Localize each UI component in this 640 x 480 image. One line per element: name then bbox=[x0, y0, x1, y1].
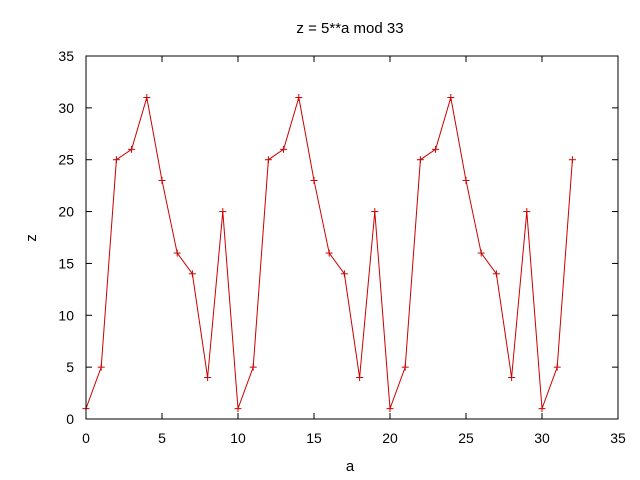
plot-frame bbox=[85, 55, 619, 420]
data-point bbox=[204, 374, 212, 382]
x-tick-label: 5 bbox=[158, 430, 166, 446]
data-point bbox=[158, 176, 166, 184]
x-tick-label: 30 bbox=[534, 430, 550, 446]
data-point bbox=[128, 145, 136, 153]
data-point bbox=[447, 93, 455, 101]
data-point bbox=[249, 363, 257, 371]
data-point bbox=[432, 145, 440, 153]
data-point bbox=[508, 374, 516, 382]
data-point bbox=[234, 405, 242, 413]
data-point bbox=[112, 156, 120, 164]
y-tick-label: 15 bbox=[58, 255, 74, 271]
tick-labels: 0 5 10 15 20 25 30 35 0 5 10 15 20 25 30 35 bbox=[58, 48, 626, 446]
data-point bbox=[340, 270, 348, 278]
x-tick-label: 20 bbox=[382, 430, 398, 446]
x-tick-label: 35 bbox=[610, 430, 626, 446]
data-point bbox=[219, 208, 227, 216]
x-tick-label: 25 bbox=[458, 430, 474, 446]
data-point bbox=[523, 208, 531, 216]
data-point bbox=[97, 363, 105, 371]
data-point bbox=[173, 249, 181, 257]
data-point bbox=[310, 176, 318, 184]
y-tick-label: 30 bbox=[58, 100, 74, 116]
data-point bbox=[538, 405, 546, 413]
data-point bbox=[325, 249, 333, 257]
x-axis-title: a bbox=[346, 458, 355, 475]
y-tick-label: 20 bbox=[58, 204, 74, 220]
chart-title: z = 5**a mod 33 bbox=[296, 20, 403, 37]
y-axis-title: z bbox=[23, 234, 40, 242]
data-point bbox=[553, 363, 561, 371]
data-point bbox=[280, 145, 288, 153]
data-point bbox=[462, 176, 470, 184]
data-point bbox=[356, 374, 364, 382]
data-point bbox=[371, 208, 379, 216]
y-tick-label: 25 bbox=[58, 152, 74, 168]
data-point bbox=[477, 249, 485, 257]
x-tick-label: 15 bbox=[306, 430, 322, 446]
data-point bbox=[295, 93, 303, 101]
data-point bbox=[492, 270, 500, 278]
y-tick-label: 10 bbox=[58, 307, 74, 323]
data-point bbox=[386, 405, 394, 413]
y-tick-label: 35 bbox=[58, 48, 74, 64]
y-tick-label: 0 bbox=[66, 411, 74, 427]
series-layer bbox=[82, 93, 576, 413]
data-point bbox=[401, 363, 409, 371]
x-tick-label: 0 bbox=[82, 430, 90, 446]
x-tick-label: 10 bbox=[230, 430, 246, 446]
data-point bbox=[416, 156, 424, 164]
data-point bbox=[568, 156, 576, 164]
data-point bbox=[143, 93, 151, 101]
data-point bbox=[188, 270, 196, 278]
data-point bbox=[264, 156, 272, 164]
y-tick-label: 5 bbox=[66, 359, 74, 375]
